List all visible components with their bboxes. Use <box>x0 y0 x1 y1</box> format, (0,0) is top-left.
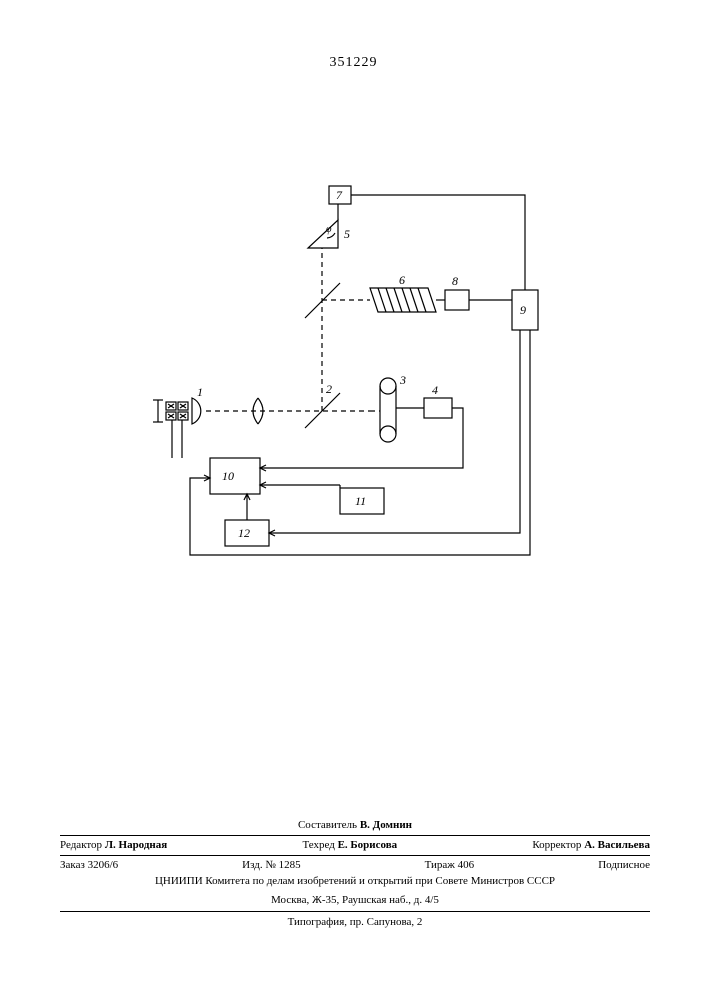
editor-name: Л. Народная <box>105 839 167 851</box>
footer-block: Составитель В. Домнин Редактор Л. Народн… <box>60 818 650 930</box>
org-line2: Москва, Ж-35, Раушская наб., д. 4/5 <box>60 891 650 911</box>
svg-text:1: 1 <box>197 385 203 399</box>
print-info-row: Заказ 3206/6 Изд. № 1285 Тираж 406 Подпи… <box>60 855 650 873</box>
izd-num: 1285 <box>279 859 301 871</box>
techred-name: Е. Борисова <box>338 839 398 851</box>
svg-text:5: 5 <box>344 227 350 241</box>
svg-text:6: 6 <box>399 273 405 287</box>
svg-text:12: 12 <box>238 526 250 540</box>
credits-row: Редактор Л. Народная Техред Е. Борисова … <box>60 835 650 853</box>
page-number: 351229 <box>0 55 707 71</box>
compiler-line: Составитель В. Домнин <box>60 818 650 833</box>
techred-label: Техред <box>302 839 334 851</box>
node-3-roller <box>380 378 396 442</box>
svg-text:11: 11 <box>355 494 366 508</box>
svg-text:9: 9 <box>520 303 526 317</box>
schematic-diagram: 1 2 φ 5 7 <box>130 180 560 560</box>
org-line1: ЦНИИПИ Комитета по делам изобретений и о… <box>60 874 650 889</box>
order-num: 3206/6 <box>88 859 119 871</box>
edge-9-10 <box>190 330 530 555</box>
compiler-label: Составитель <box>298 819 357 831</box>
node-5-prism: φ <box>308 220 338 248</box>
typography-line: Типография, пр. Сапунова, 2 <box>60 915 650 930</box>
tirazh-num: 406 <box>458 859 475 871</box>
podpisnoe: Подписное <box>598 858 650 873</box>
compiler-name: В. Домнин <box>360 819 412 831</box>
order-label: Заказ <box>60 859 85 871</box>
izd-label: Изд. № <box>242 859 276 871</box>
node-6-grating <box>370 288 436 312</box>
node-8-rect <box>445 290 469 310</box>
node-4-rect <box>424 398 452 418</box>
svg-text:8: 8 <box>452 274 458 288</box>
node-1-source <box>153 398 201 458</box>
svg-text:7: 7 <box>336 188 343 202</box>
svg-text:2: 2 <box>326 382 332 396</box>
tirazh-label: Тираж <box>425 859 455 871</box>
editor-label: Редактор <box>60 839 102 851</box>
node-10-rect <box>210 458 260 494</box>
svg-text:3: 3 <box>399 373 406 387</box>
svg-text:φ: φ <box>326 224 332 235</box>
corrector-label: Корректор <box>532 839 581 851</box>
svg-text:4: 4 <box>432 383 438 397</box>
svg-text:10: 10 <box>222 469 234 483</box>
corrector-name: А. Васильева <box>584 839 650 851</box>
edge-9-12 <box>269 330 520 533</box>
